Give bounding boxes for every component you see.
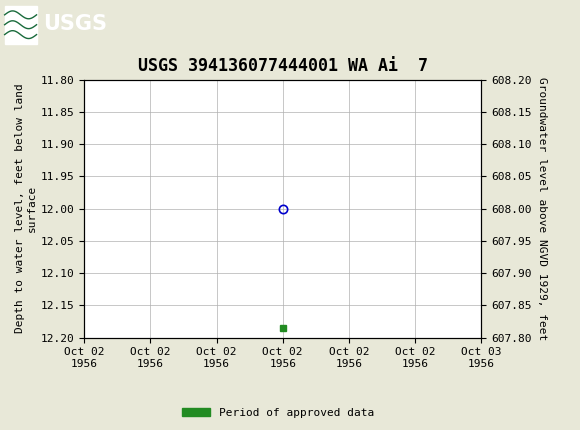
Legend: Period of approved data: Period of approved data: [178, 403, 379, 422]
Y-axis label: Groundwater level above NGVD 1929, feet: Groundwater level above NGVD 1929, feet: [537, 77, 547, 340]
Y-axis label: Depth to water level, feet below land
surface: Depth to water level, feet below land su…: [15, 84, 37, 333]
FancyBboxPatch shape: [5, 6, 37, 43]
Title: USGS 394136077444001 WA Ai  7: USGS 394136077444001 WA Ai 7: [138, 57, 428, 75]
Text: USGS: USGS: [44, 14, 107, 34]
